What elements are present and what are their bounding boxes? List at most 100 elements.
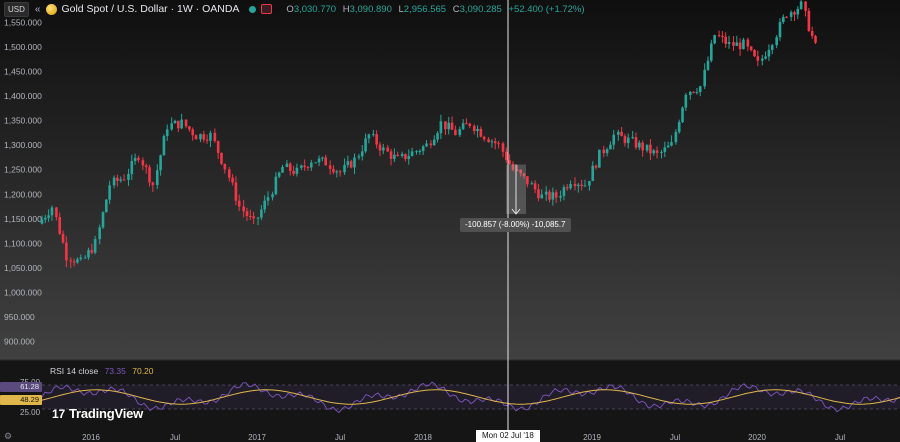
candle-body — [533, 183, 537, 190]
candle-body — [194, 135, 198, 140]
candle-body — [562, 187, 566, 196]
candle-body — [508, 160, 511, 165]
candle-body — [616, 131, 620, 135]
candle-body — [782, 16, 785, 23]
candle-body — [410, 151, 414, 157]
candle-body — [479, 128, 483, 137]
candle-body — [346, 161, 350, 165]
candle-body — [738, 42, 742, 50]
candle-body — [199, 134, 202, 140]
measure-tool[interactable] — [506, 164, 526, 215]
candle-body — [367, 134, 371, 139]
candle-body — [497, 143, 500, 145]
candle-body — [778, 22, 782, 38]
candle-body — [317, 158, 321, 163]
y-tick-label: 1,200.000 — [4, 189, 42, 199]
candle-body — [583, 185, 587, 187]
y-tick-label: 1,450.000 — [4, 67, 42, 77]
candle-body — [415, 151, 418, 153]
candle-body — [724, 36, 728, 44]
candle-body — [749, 46, 753, 51]
rsi-title: RSI 14 close — [50, 366, 99, 376]
candle-body — [432, 139, 436, 146]
candle-body — [386, 147, 390, 152]
rsi-current-price-label: 48.29 — [0, 395, 42, 405]
candle-body — [209, 132, 212, 141]
candle-body — [418, 150, 422, 152]
x-tick-label: Jul — [335, 433, 345, 442]
candle-body — [670, 142, 673, 146]
candle-body — [742, 39, 745, 50]
candle-body — [288, 163, 292, 171]
candle-body — [713, 35, 716, 44]
candle-body — [170, 123, 173, 130]
candle-body — [429, 143, 433, 146]
rsi-value: 73.35 — [104, 366, 126, 376]
candle-body — [76, 259, 79, 263]
x-tick-label: Jul — [170, 433, 180, 442]
candle-body — [83, 257, 87, 259]
candle-body — [137, 157, 140, 161]
candle-body — [148, 167, 151, 183]
candle-body — [537, 189, 540, 199]
candle-body — [321, 157, 324, 159]
candle-body — [69, 260, 73, 262]
rsi-ma-line — [41, 389, 900, 405]
price-pane-bg — [0, 0, 900, 360]
candle-body — [220, 152, 223, 164]
candle-body — [155, 170, 159, 186]
candle-body — [454, 129, 457, 136]
candle-body — [735, 42, 739, 46]
candle-body — [364, 138, 367, 152]
candle-body — [292, 170, 295, 174]
candle-body — [710, 43, 713, 61]
candle-body — [458, 129, 462, 136]
tradingview-logo[interactable]: 17 TradingView — [52, 406, 143, 421]
candle-body — [400, 153, 404, 157]
candle-body — [770, 45, 774, 50]
candle-body — [551, 192, 555, 200]
y-tick-label: 1,500.000 — [4, 42, 42, 52]
candle-body — [487, 139, 490, 143]
y-tick-label: 1,400.000 — [4, 91, 42, 101]
tradingview-logo-text: TradingView — [68, 406, 144, 421]
candle-body — [65, 242, 68, 261]
x-axis: 2016 Jul 2017 Jul 2018 2019 Jul 2020 Jul — [82, 433, 845, 442]
y-tick-label: 1,250.000 — [4, 165, 42, 175]
candle-body — [58, 217, 62, 234]
candle-body — [266, 197, 270, 201]
candle-body — [804, 1, 807, 11]
candle-body — [544, 191, 548, 195]
candle-body — [162, 136, 166, 156]
y-tick-label: 1,350.000 — [4, 116, 42, 126]
candle-body — [130, 161, 134, 175]
symbol-title[interactable]: Gold Spot / U.S. Dollar · 1W · OANDA — [61, 3, 240, 15]
candle-body — [372, 134, 375, 136]
y-tick-label: 1,100.000 — [4, 238, 42, 248]
settings-icon[interactable]: ⚙ — [4, 431, 13, 441]
candle-body — [580, 184, 583, 187]
candle-body — [245, 211, 249, 216]
currency-button[interactable]: USD — [4, 1, 29, 17]
flag-icon[interactable] — [261, 4, 273, 14]
collapse-icon[interactable]: « — [34, 3, 41, 15]
x-tick-label: Jul — [670, 433, 680, 442]
candle-body — [112, 177, 116, 186]
candle-body — [655, 150, 659, 153]
candle-body — [666, 145, 670, 148]
candle-body — [476, 128, 479, 132]
candle-body — [378, 144, 382, 151]
candle-body — [760, 58, 764, 61]
candle-body — [98, 227, 101, 240]
candle-body — [775, 37, 778, 46]
rsi-legend[interactable]: RSI 14 close 73.35 70.20 — [50, 366, 154, 376]
y-tick-label: 1,300.000 — [4, 140, 42, 150]
candle-body — [490, 141, 494, 143]
candle-body — [216, 141, 220, 153]
candle-body — [393, 154, 396, 159]
candle-body — [188, 126, 191, 130]
candle-body — [335, 171, 339, 173]
candle-body — [61, 233, 65, 243]
change-value: +52.400 (+1.72%) — [508, 3, 585, 15]
